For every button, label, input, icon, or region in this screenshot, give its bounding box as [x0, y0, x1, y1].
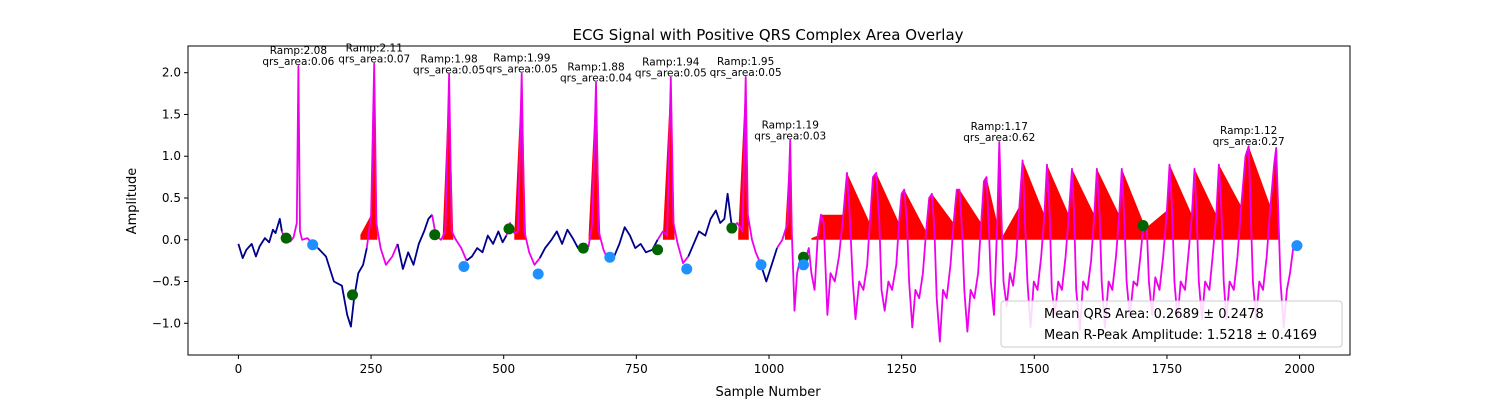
annotation-ramp-3: Ramp:1.99 [493, 53, 550, 65]
legend: Mean QRS Area: 0.2689 ± 0.2478 Mean R-Pea… [1000, 300, 1343, 348]
y-tick-label-2: 0.0 [162, 233, 181, 247]
annotation-ramp-6: Ramp:1.95 [717, 56, 774, 68]
ecg-line-14 [760, 247, 778, 283]
y-tick-label-0: −1.0 [152, 316, 181, 330]
qrs-line-3 [365, 62, 399, 266]
annotation-qrs-area-6: qrs_area:0.05 [710, 67, 782, 79]
ecg-line-12 [687, 192, 733, 257]
qrs-line-11 [656, 76, 690, 264]
annotation-qrs-area-7: qrs_area:0.03 [754, 130, 826, 142]
s-point-3 [604, 251, 616, 263]
s-point-2 [532, 268, 544, 280]
legend-box [1000, 300, 1343, 348]
axes: 0 250 500 750 1000 1250 1500 1750 2000 −1.0 −0.5 0.… [152, 45, 1351, 376]
annotation-qrs-area-9: qrs_area:0.27 [1213, 136, 1285, 148]
y-tick-label-6: 2.0 [162, 66, 181, 80]
plot-content [237, 62, 1303, 343]
s-point-6 [797, 259, 809, 271]
legend-entry-1: Mean R-Peak Amplitude: 1.5218 ± 0.4169 [1044, 328, 1317, 343]
ecg-line-10 [613, 226, 659, 257]
x-tick-label-7: 1750 [1152, 362, 1183, 376]
ecg-line-6 [466, 230, 508, 262]
ecg-line-0 [237, 218, 283, 259]
ecg-line-2 [317, 247, 368, 328]
legend-entry-0: Mean QRS Area: 0.2689 ± 0.2478 [1044, 307, 1264, 322]
s-point-1 [458, 260, 470, 272]
annotation-qrs-area-4: qrs_area:0.04 [560, 73, 632, 85]
s-point-5 [755, 259, 767, 271]
qrs-area-fill-0 [360, 63, 378, 240]
annotation-ramp-8: Ramp:1.17 [971, 121, 1028, 133]
y-tick-label-5: 1.5 [162, 107, 181, 121]
x-tick-label-0: 0 [235, 362, 243, 376]
annotation-ramp-2: Ramp:1.98 [420, 53, 477, 65]
annotation-qrs-area-2: qrs_area:0.05 [413, 64, 485, 76]
ecg-line-8 [539, 228, 584, 259]
s-point-4 [681, 263, 693, 275]
annotation-ramp-9: Ramp:1.12 [1220, 125, 1277, 137]
annotation-qrs-area-0: qrs_area:0.06 [262, 56, 334, 68]
annotation-qrs-area-1: qrs_area:0.07 [338, 54, 410, 66]
q-point-2 [429, 229, 441, 241]
x-tick-label-1: 250 [360, 362, 383, 376]
q-point-4 [577, 242, 589, 254]
s-point-7 [1291, 240, 1303, 252]
qrs-line-13 [731, 76, 762, 266]
chart-title: ECG Signal with Positive QRS Complex Are… [572, 26, 963, 44]
q-point-1 [346, 289, 358, 301]
qrs-area-fill-8 [1002, 146, 1280, 240]
x-tick-label-6: 1500 [1019, 362, 1050, 376]
qrs-line-15 [776, 139, 1297, 343]
q-point-5 [652, 244, 664, 256]
x-tick-label-5: 1250 [886, 362, 917, 376]
q-point-7 [797, 251, 809, 263]
annotation-qrs-area-3: qrs_area:0.05 [486, 64, 558, 76]
y-tick-label-1: −0.5 [152, 275, 181, 289]
annotation-ramp-5: Ramp:1.94 [642, 57, 700, 69]
annotation-ramp-4: Ramp:1.88 [567, 62, 624, 74]
y-axis-label: Amplitude [125, 168, 140, 235]
q-point-8 [1137, 220, 1149, 232]
ecg-line-4 [396, 214, 433, 270]
y-tick-label-4: 1.0 [162, 149, 181, 163]
q-point-3 [503, 223, 515, 235]
x-tick-label-2: 500 [492, 362, 515, 376]
y-tick-label-3: 0.5 [162, 191, 181, 205]
annotation-ramp-7: Ramp:1.19 [762, 119, 819, 131]
s-point-0 [307, 239, 319, 251]
annotation-ramp-0: Ramp:2.08 [270, 45, 327, 57]
q-point-0 [280, 232, 292, 244]
annotation-qrs-area-5: qrs_area:0.05 [635, 68, 707, 80]
x-tick-label-8: 2000 [1284, 362, 1315, 376]
x-tick-label-3: 750 [625, 362, 648, 376]
x-axis-label: Sample Number [715, 385, 821, 400]
x-tick-label-4: 1000 [754, 362, 785, 376]
annotation-qrs-area-8: qrs_area:0.62 [963, 132, 1035, 144]
q-point-6 [726, 222, 738, 234]
